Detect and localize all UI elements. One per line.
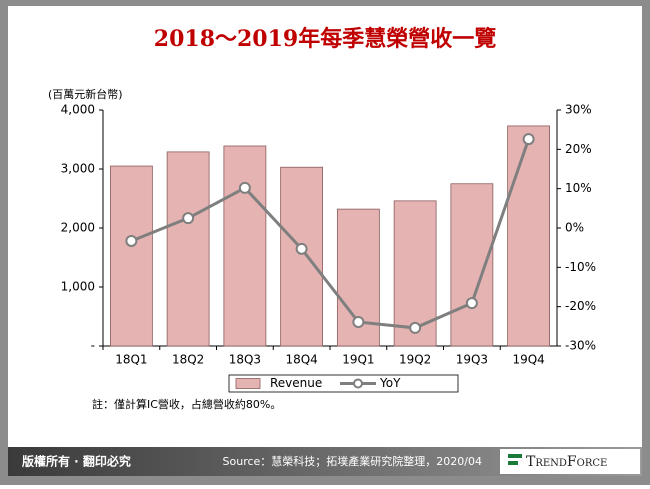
y2-tick-label: -30% (565, 339, 596, 353)
line-marker (295, 242, 308, 255)
line-marker (125, 234, 138, 247)
logo-icon (508, 454, 522, 458)
line-marker (465, 297, 478, 310)
logo-box (500, 449, 640, 474)
x-tick-label: 18Q1 (115, 353, 147, 367)
line-marker (352, 316, 365, 329)
bar (223, 145, 267, 347)
x-tick-label: 18Q2 (172, 353, 204, 367)
y2-tick-label: 10% (565, 181, 592, 195)
legend-label: YoY (379, 376, 401, 390)
bar (280, 166, 324, 347)
y2-tick-label: 30% (565, 103, 592, 117)
x-tick-label: 19Q4 (512, 353, 544, 367)
logo-icon (508, 461, 518, 465)
x-tick-label: 19Q1 (342, 353, 374, 367)
copyright: 版權所有 · 翻印必究 (22, 454, 131, 469)
line (130, 138, 531, 330)
y2-tick-label: -10% (565, 260, 596, 274)
line-marker (182, 212, 195, 225)
y-tick-label: - (91, 339, 95, 353)
y-tick-label: 3,000 (61, 162, 95, 176)
legend-swatch (235, 378, 261, 389)
legend-label: Revenue (270, 376, 322, 390)
x-tick-label: 19Q3 (456, 353, 488, 367)
y-tick-label: 2,000 (61, 221, 95, 235)
legend-swatch (353, 378, 363, 389)
x-tick-label: 18Q3 (229, 353, 261, 367)
y2-tick-label: 20% (565, 142, 592, 156)
source: Source：慧榮科技；拓墣產業研究院整理，2020/04 (223, 454, 482, 468)
note: 註：僅計算IC營收，占總營收約80%。 (92, 397, 281, 411)
bar (109, 165, 153, 347)
line-marker (409, 321, 422, 334)
x-tick-label: 18Q4 (285, 353, 317, 367)
y-axis-label: (百萬元新台幣) (48, 87, 123, 101)
x-tick-label: 19Q2 (399, 353, 431, 367)
line-marker (522, 133, 535, 146)
y2-tick-label: -20% (565, 299, 596, 313)
bar (507, 125, 551, 347)
line-marker (238, 181, 251, 194)
y-tick-label: 1,000 (61, 280, 95, 294)
chart-title: 2018～2019年每季慧榮營收一覽 (154, 26, 496, 52)
bar (166, 151, 210, 347)
logo: TrendForce (526, 454, 607, 470)
y-tick-label: 4,000 (61, 103, 95, 117)
y2-tick-label: 0% (565, 221, 584, 235)
